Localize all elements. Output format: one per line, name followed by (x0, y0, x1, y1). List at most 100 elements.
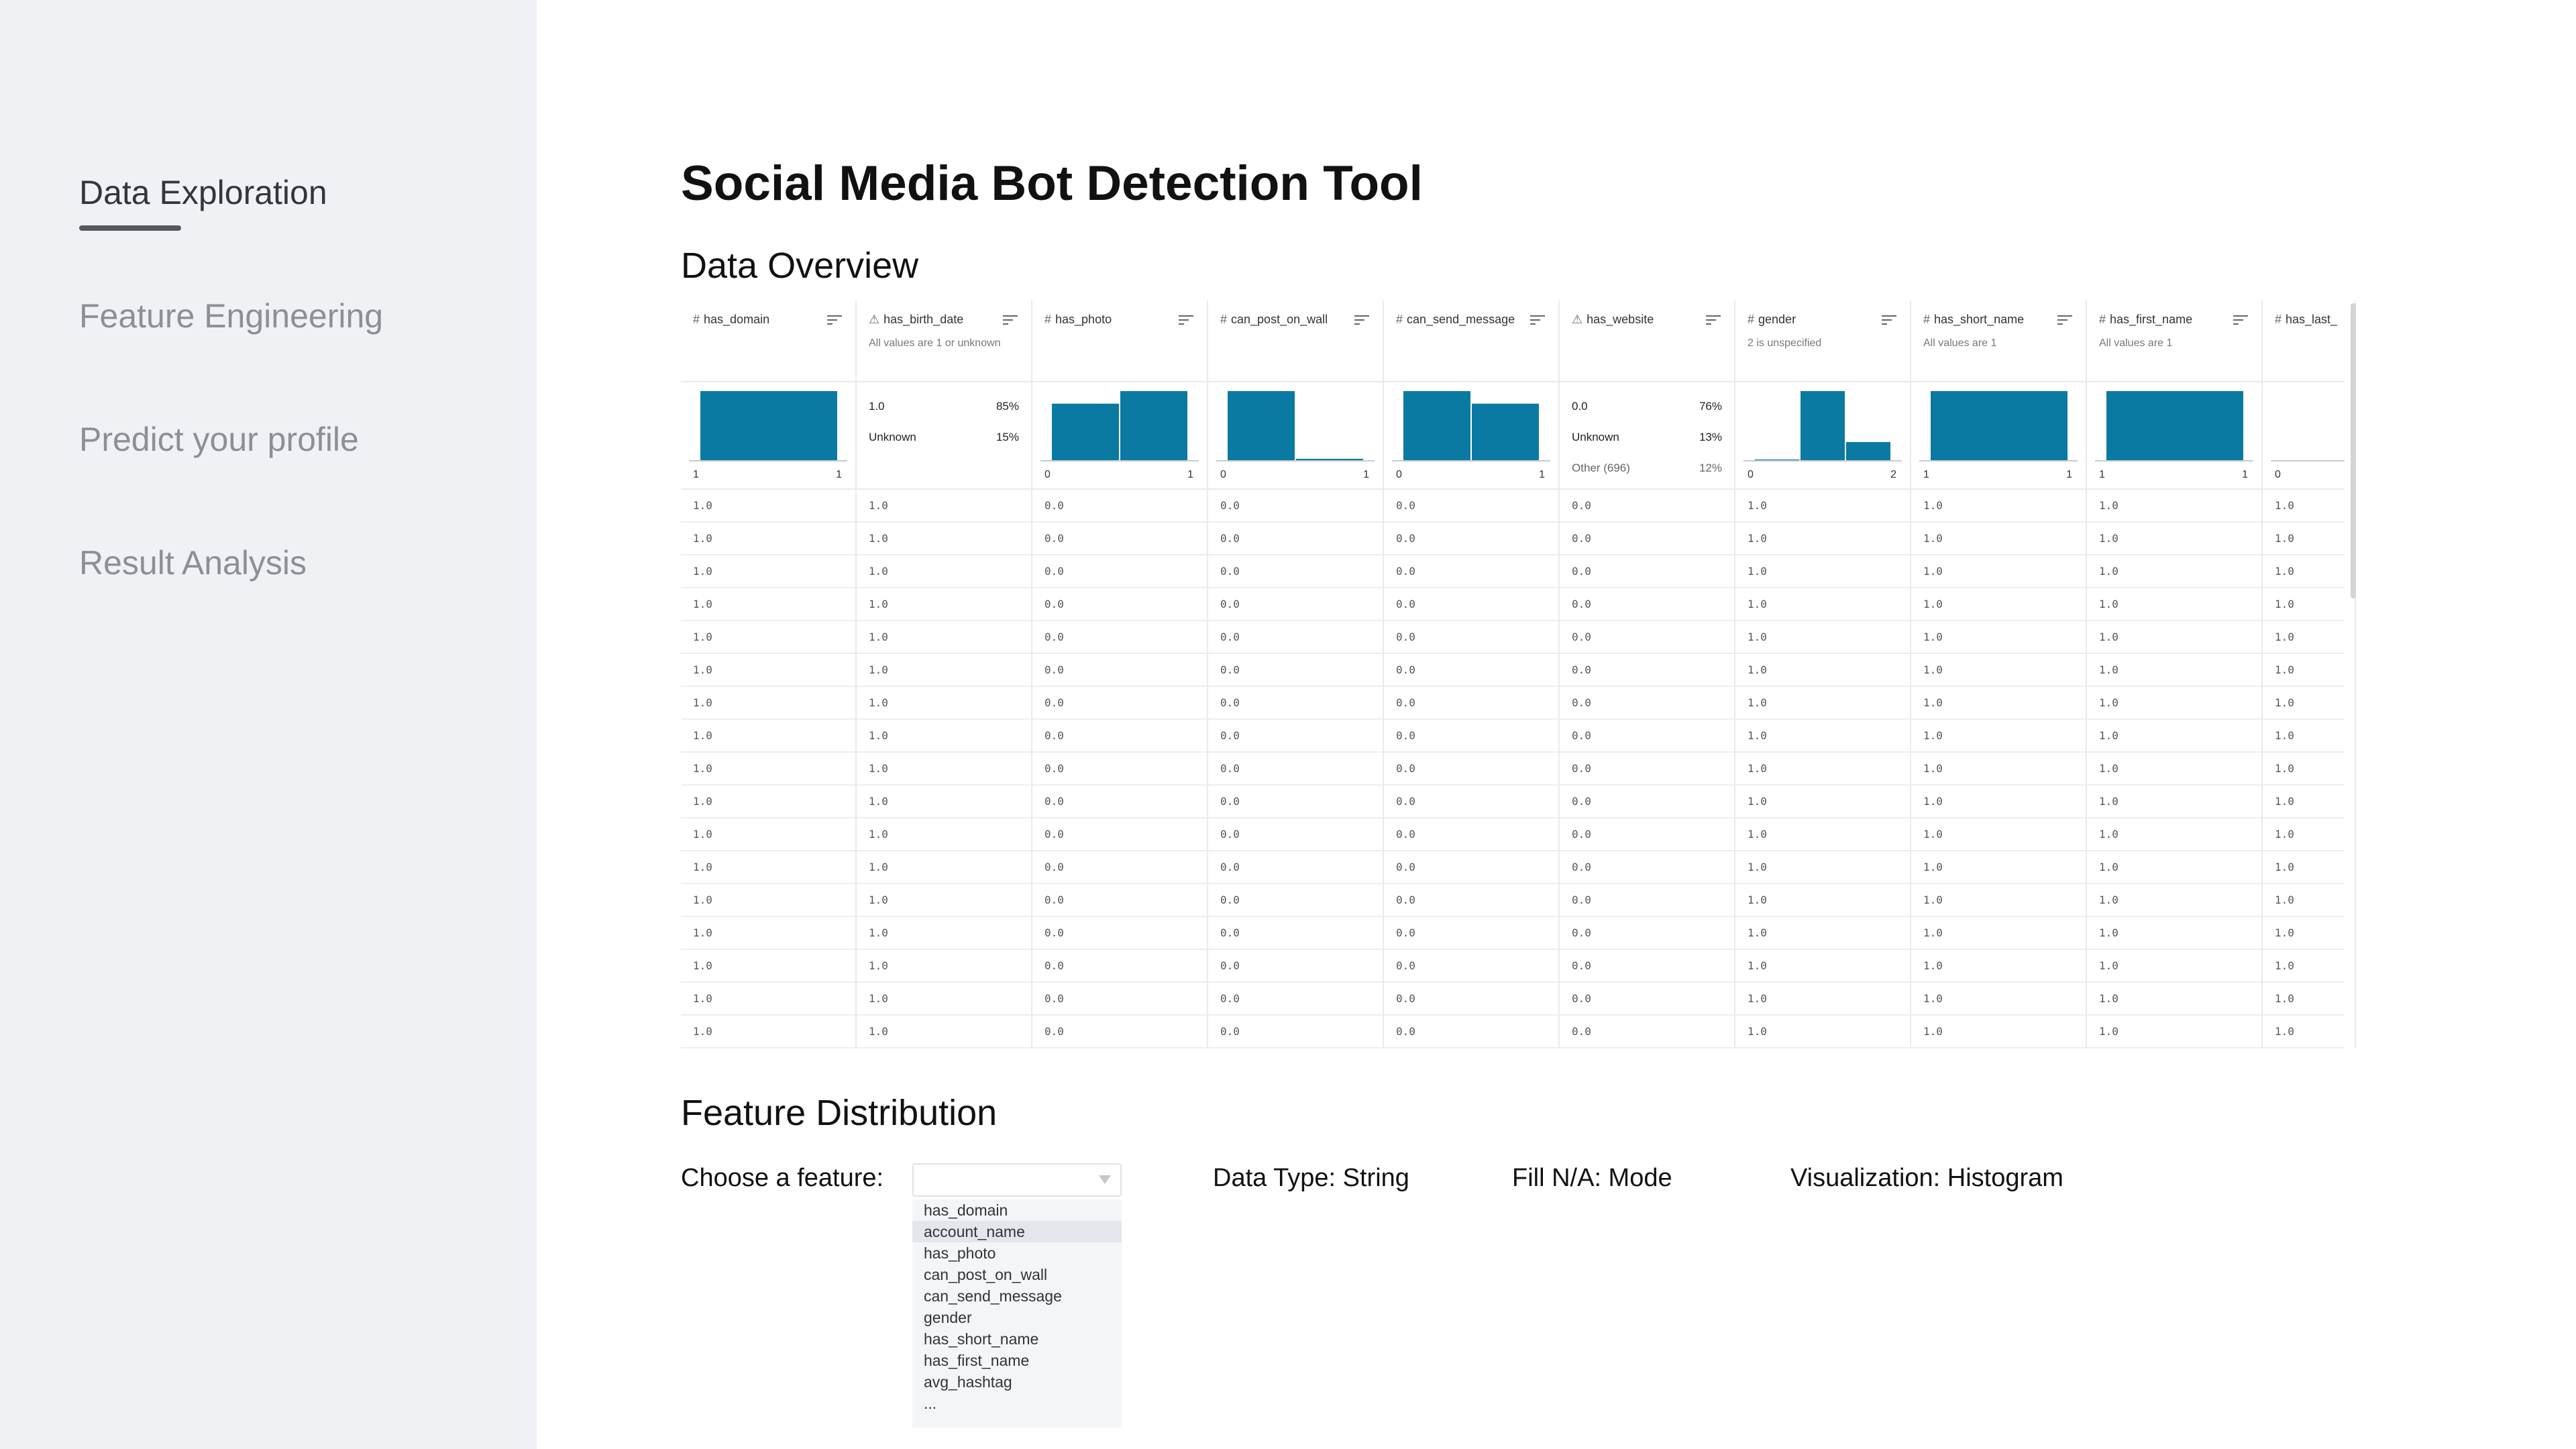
feature-option[interactable]: can_post_on_wall (924, 1266, 1048, 1283)
table-cell[interactable]: 1.0 (2087, 720, 2261, 753)
table-cell[interactable]: 1.0 (857, 818, 1031, 851)
table-cell[interactable]: 1.0 (681, 786, 855, 818)
feature-option[interactable]: has_photo (924, 1244, 996, 1262)
table-cell[interactable]: 1.0 (857, 621, 1031, 654)
table-cell[interactable]: 0.0 (1560, 753, 1734, 786)
column-header[interactable]: ⚠ has_birth_date All values are 1 or unkno… (857, 301, 1031, 382)
column-header[interactable]: # can_post_on_wall (1208, 301, 1383, 382)
table-cell[interactable]: 0.0 (1032, 851, 1207, 884)
table-cell[interactable]: 0.0 (1560, 687, 1734, 720)
table-cell[interactable]: 1.0 (1911, 917, 2086, 950)
table-cell[interactable]: 0.0 (1032, 950, 1207, 983)
table-cell[interactable]: 1.0 (2087, 490, 2261, 523)
table-cell[interactable]: 1.0 (857, 950, 1031, 983)
table-cell[interactable]: 1.0 (857, 720, 1031, 753)
table-cell[interactable]: 1.0 (857, 786, 1031, 818)
table-cell[interactable]: 0.0 (1384, 687, 1558, 720)
table-cell[interactable]: 0.0 (1384, 654, 1558, 687)
table-cell[interactable]: 0.0 (1384, 1016, 1558, 1049)
table-cell[interactable]: 1.0 (2263, 555, 2345, 588)
table-cell[interactable]: 0.0 (1560, 983, 1734, 1016)
table-cell[interactable]: 0.0 (1384, 588, 1558, 621)
table-cell[interactable]: 0.0 (1560, 818, 1734, 851)
table-cell[interactable]: 0.0 (1032, 1016, 1207, 1049)
table-cell[interactable]: 1.0 (2263, 818, 2345, 851)
table-cell[interactable]: 0.0 (1208, 720, 1383, 753)
table-cell[interactable]: 0.0 (1560, 523, 1734, 555)
feature-option[interactable]: gender (924, 1309, 972, 1326)
sort-icon[interactable] (1354, 315, 1369, 326)
table-cell[interactable]: 1.0 (1911, 753, 2086, 786)
table-cell[interactable]: 1.0 (1735, 884, 1910, 917)
table-cell[interactable]: 0.0 (1560, 950, 1734, 983)
table-cell[interactable]: 1.0 (1911, 720, 2086, 753)
table-cell[interactable]: 1.0 (1735, 1016, 1910, 1049)
table-cell[interactable]: 0.0 (1208, 884, 1383, 917)
table-cell[interactable]: 0.0 (1208, 621, 1383, 654)
table-cell[interactable]: 1.0 (681, 523, 855, 555)
table-vertical-scrollbar[interactable] (2351, 303, 2356, 598)
table-cell[interactable]: 1.0 (2087, 687, 2261, 720)
table-cell[interactable]: 0.0 (1032, 917, 1207, 950)
table-cell[interactable]: 0.0 (1560, 654, 1734, 687)
table-cell[interactable]: 1.0 (857, 851, 1031, 884)
table-cell[interactable]: 0.0 (1560, 588, 1734, 621)
table-cell[interactable]: 1.0 (1735, 654, 1910, 687)
column-header[interactable]: # gender 2 is unspecified (1735, 301, 1910, 382)
table-cell[interactable]: 0.0 (1208, 983, 1383, 1016)
table-cell[interactable]: 1.0 (1911, 851, 2086, 884)
table-cell[interactable]: 0.0 (1384, 753, 1558, 786)
column-header[interactable]: # has_first_name All values are 1 (2087, 301, 2261, 382)
table-cell[interactable]: 1.0 (1735, 588, 1910, 621)
table-cell[interactable]: 1.0 (1911, 555, 2086, 588)
table-cell[interactable]: 1.0 (1911, 983, 2086, 1016)
table-cell[interactable]: 0.0 (1032, 884, 1207, 917)
table-cell[interactable]: 0.0 (1032, 588, 1207, 621)
table-cell[interactable]: 1.0 (2263, 983, 2345, 1016)
sort-icon[interactable] (2233, 315, 2248, 326)
sort-icon[interactable] (1179, 315, 1193, 326)
table-cell[interactable]: 1.0 (681, 950, 855, 983)
table-cell[interactable]: 1.0 (857, 753, 1031, 786)
table-cell[interactable]: 0.0 (1032, 654, 1207, 687)
column-header[interactable]: ⚠ has_website (1560, 301, 1734, 382)
table-cell[interactable]: 0.0 (1560, 555, 1734, 588)
table-cell[interactable]: 0.0 (1032, 720, 1207, 753)
table-cell[interactable]: 1.0 (2263, 588, 2345, 621)
table-cell[interactable]: 1.0 (1911, 884, 2086, 917)
table-cell[interactable]: 1.0 (857, 1016, 1031, 1049)
table-cell[interactable]: 1.0 (1911, 621, 2086, 654)
table-cell[interactable]: 1.0 (1911, 490, 2086, 523)
column-header[interactable]: # has_photo (1032, 301, 1207, 382)
table-cell[interactable]: 1.0 (2263, 851, 2345, 884)
table-cell[interactable]: 1.0 (1911, 588, 2086, 621)
table-cell[interactable]: 1.0 (2087, 851, 2261, 884)
table-cell[interactable]: 1.0 (1735, 983, 1910, 1016)
table-cell[interactable]: 0.0 (1032, 523, 1207, 555)
table-cell[interactable]: 0.0 (1560, 621, 1734, 654)
table-cell[interactable]: 1.0 (2087, 884, 2261, 917)
table-cell[interactable]: 0.0 (1208, 588, 1383, 621)
table-cell[interactable]: 0.0 (1384, 917, 1558, 950)
nav-item-predict-your-profile[interactable]: Predict your profile (79, 420, 359, 459)
table-cell[interactable]: 0.0 (1384, 555, 1558, 588)
table-cell[interactable]: 0.0 (1384, 523, 1558, 555)
table-cell[interactable]: 1.0 (857, 687, 1031, 720)
table-cell[interactable]: 1.0 (1735, 621, 1910, 654)
table-cell[interactable]: 1.0 (2263, 917, 2345, 950)
table-cell[interactable]: 0.0 (1032, 753, 1207, 786)
table-cell[interactable]: 1.0 (2087, 555, 2261, 588)
table-cell[interactable]: 1.0 (2263, 786, 2345, 818)
table-cell[interactable]: 0.0 (1208, 490, 1383, 523)
table-cell[interactable]: 1.0 (1911, 950, 2086, 983)
table-cell[interactable]: 1.0 (1911, 818, 2086, 851)
table-cell[interactable]: 1.0 (1735, 523, 1910, 555)
table-cell[interactable]: 1.0 (1735, 818, 1910, 851)
table-cell[interactable]: 0.0 (1032, 818, 1207, 851)
table-cell[interactable]: 0.0 (1384, 950, 1558, 983)
table-cell[interactable]: 1.0 (681, 720, 855, 753)
table-cell[interactable]: 1.0 (2263, 753, 2345, 786)
table-cell[interactable]: 1.0 (681, 687, 855, 720)
table-cell[interactable]: 0.0 (1208, 818, 1383, 851)
table-cell[interactable]: 1.0 (1911, 1016, 2086, 1049)
